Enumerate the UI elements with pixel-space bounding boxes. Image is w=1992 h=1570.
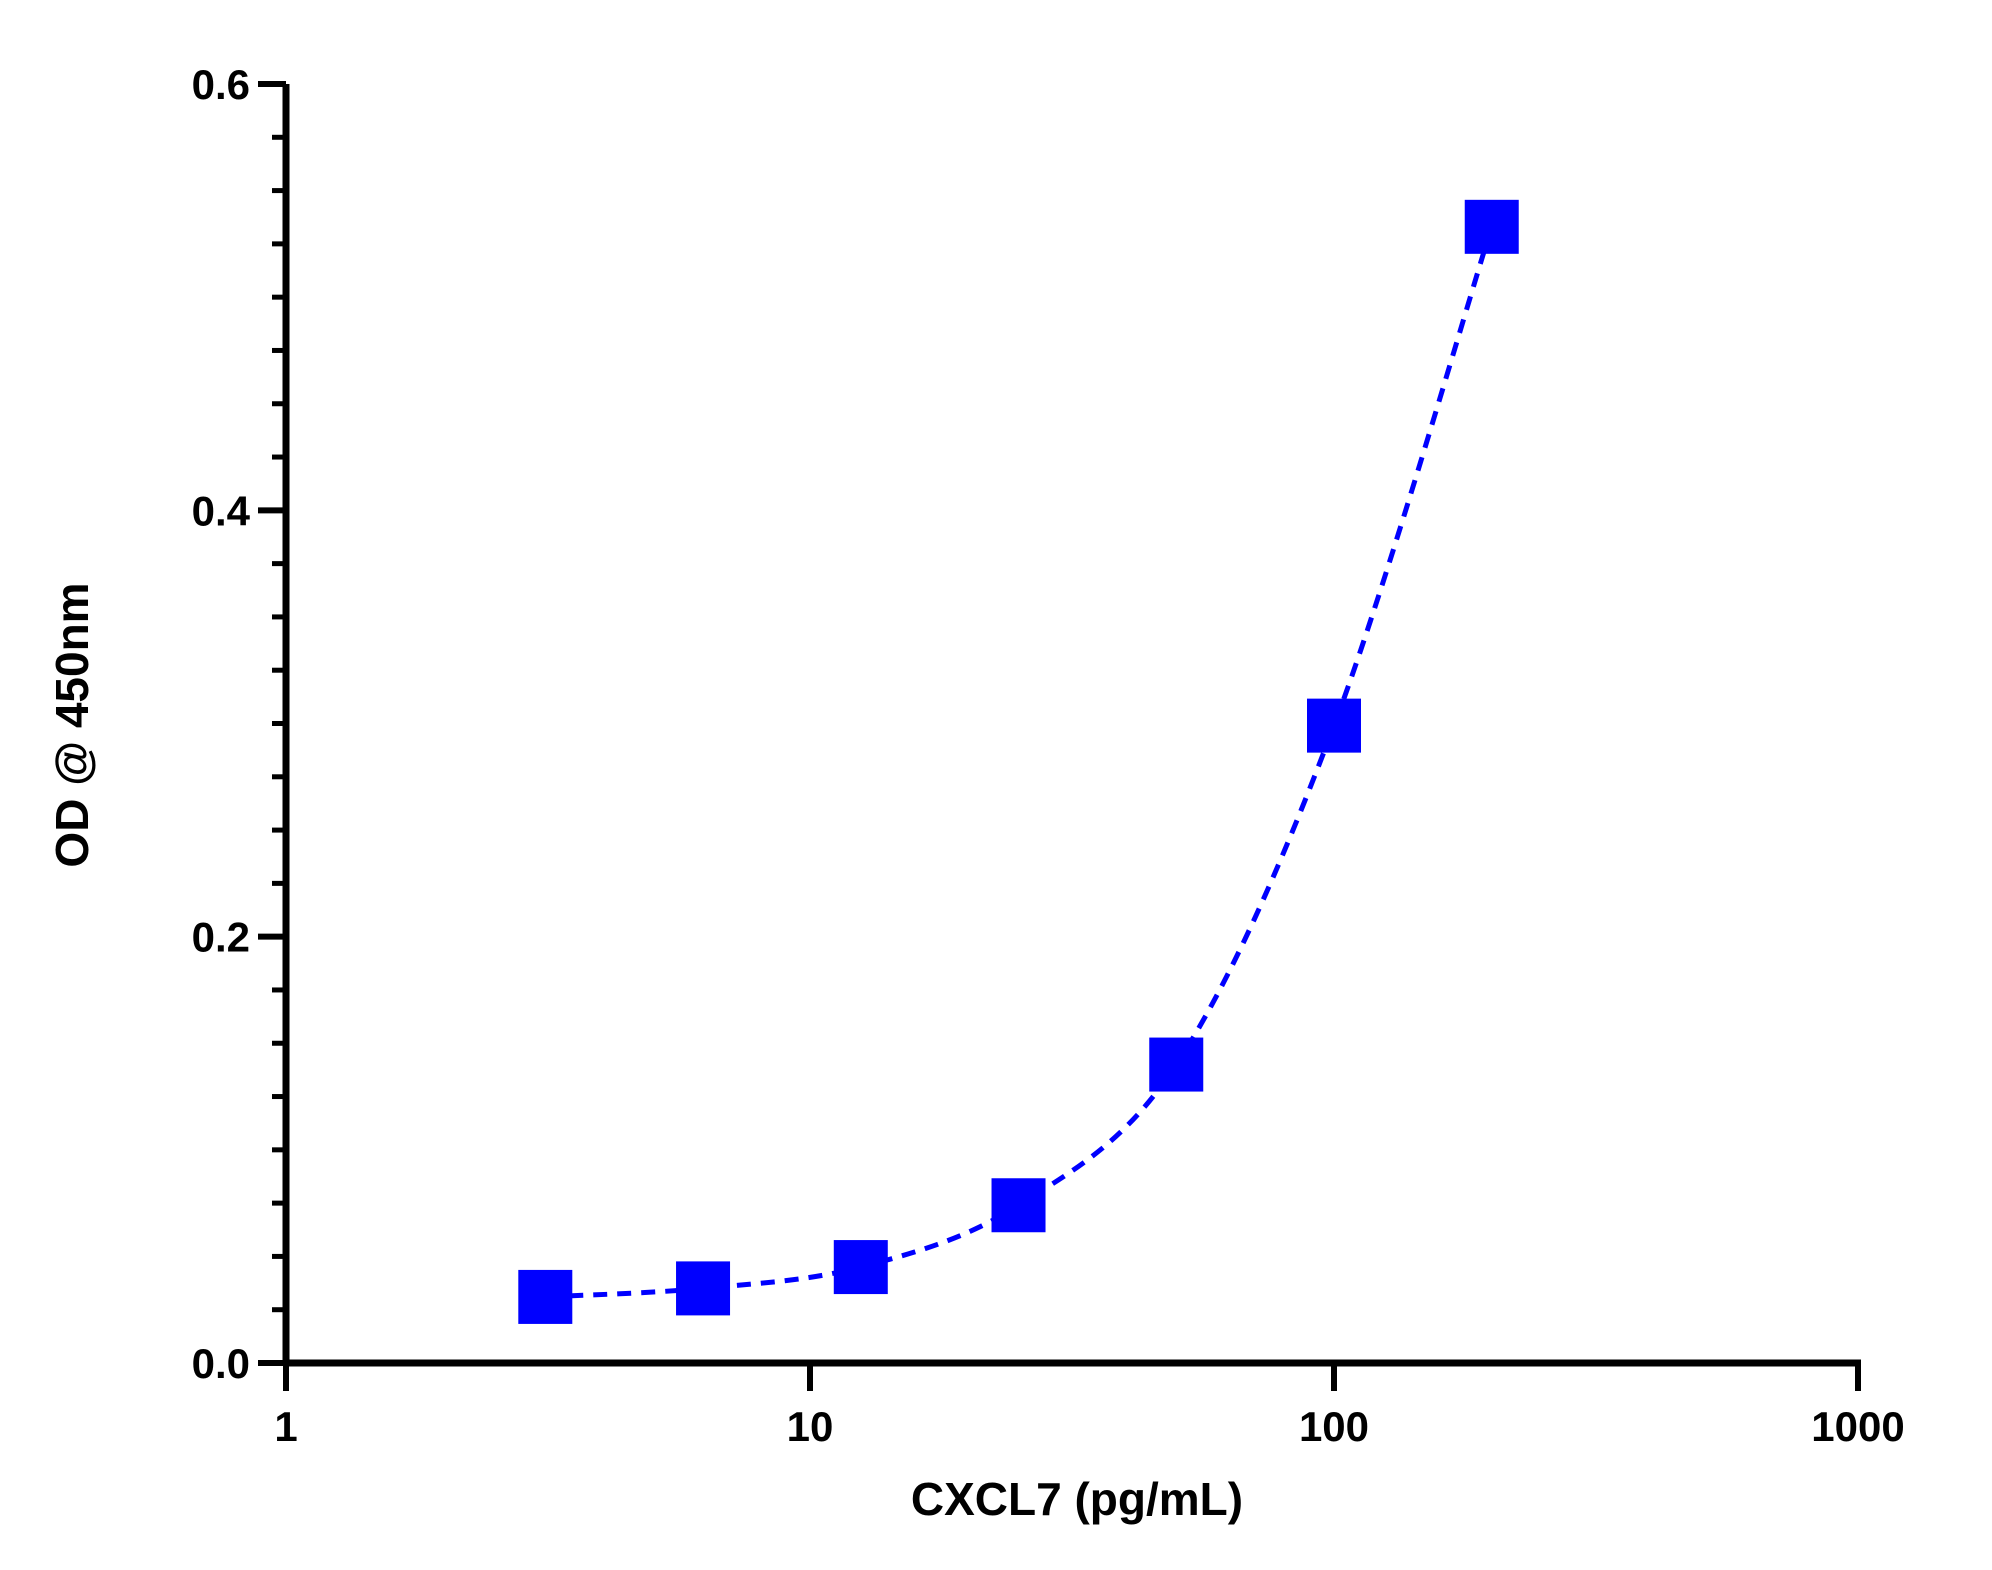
data-point xyxy=(1307,698,1361,753)
y-tick-label: 0.4 xyxy=(192,487,251,534)
data-point xyxy=(676,1261,731,1316)
x-tick-label: 10 xyxy=(787,1403,834,1450)
y-tick-label: 0.2 xyxy=(192,914,250,961)
curve-layer xyxy=(545,226,1495,1300)
data-point xyxy=(991,1178,1046,1233)
data-point xyxy=(1149,1037,1204,1092)
data-point xyxy=(518,1269,573,1324)
series-line xyxy=(545,226,1495,1300)
x-tick-label: 1000 xyxy=(1811,1403,1904,1450)
points-layer xyxy=(518,199,1519,1324)
x-tick-label: 1 xyxy=(274,1403,297,1450)
y-tick-label: 0.6 xyxy=(192,61,250,108)
y-axis-label: OD @ 450nm xyxy=(46,582,98,867)
x-axis-label: CXCL7 (pg/mL) xyxy=(911,1473,1243,1525)
y-tick-label: 0.0 xyxy=(192,1340,250,1387)
data-point xyxy=(1464,199,1519,254)
x-tick-label: 100 xyxy=(1299,1403,1369,1450)
axes: 0.0 0.2 0.4 0.6 1 10 100 1000 xyxy=(192,61,1905,1450)
data-point xyxy=(833,1240,888,1295)
